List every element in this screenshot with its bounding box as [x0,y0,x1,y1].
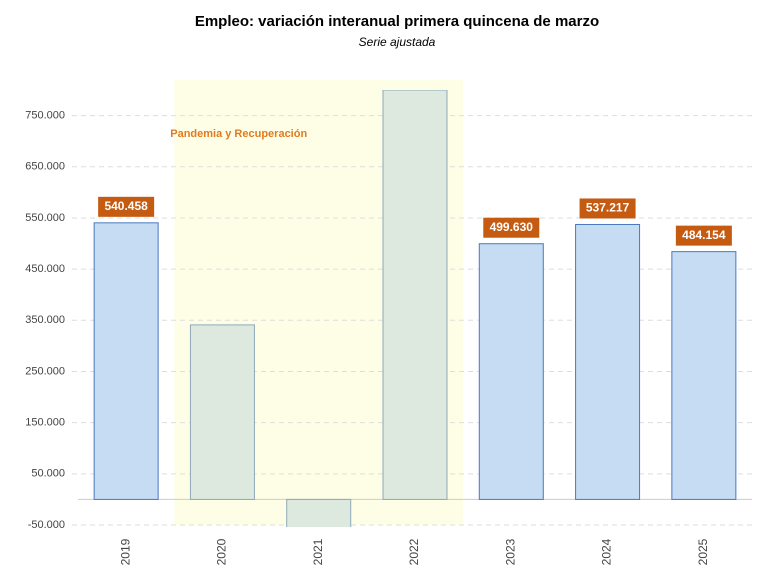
value-label-box [579,198,636,219]
x-tick-label: 2024 [600,538,614,565]
y-tick-label: 550.000 [25,212,65,224]
bar [189,324,255,500]
value-label-box [98,196,155,217]
value-label-box [675,225,732,246]
y-tick-label: 450.000 [25,263,65,275]
y-tick-label: 150.000 [25,417,65,429]
x-tick-label: 2019 [118,538,132,565]
y-tick-label: 250.000 [25,365,65,377]
bar [286,498,352,527]
y-tick-label: 750.000 [25,109,65,121]
y-tick-label: 650.000 [25,161,65,173]
foreground-layer: Pandemia y Recuperación -50.000 50.000 150.… [25,109,732,565]
value-label: 537.217 [586,201,630,215]
bar [671,251,737,500]
x-tick-label: 2023 [503,538,517,565]
x-tick-label: 2021 [311,538,325,565]
value-label: 499.630 [490,220,534,234]
bar [93,222,159,500]
x-tick-label: 2022 [407,538,421,565]
x-tick-label: 2025 [696,538,710,565]
x-tick-label: 2020 [215,538,229,565]
bar [382,90,448,500]
value-label-box [483,217,540,238]
annotation: Pandemia y Recuperación [170,128,307,140]
bar [575,223,641,500]
chart-title: Empleo: variación interanual primera qui… [195,13,599,30]
value-label: 540.458 [104,199,148,213]
y-tick-label: 50.000 [31,468,65,480]
bar [478,243,544,500]
marks-layer [93,90,737,527]
value-label: 484.154 [682,228,726,242]
y-tick-label: 350.000 [25,314,65,326]
chart-subtitle: Serie ajustada [359,35,436,49]
y-tick-label: -50.000 [28,519,65,531]
